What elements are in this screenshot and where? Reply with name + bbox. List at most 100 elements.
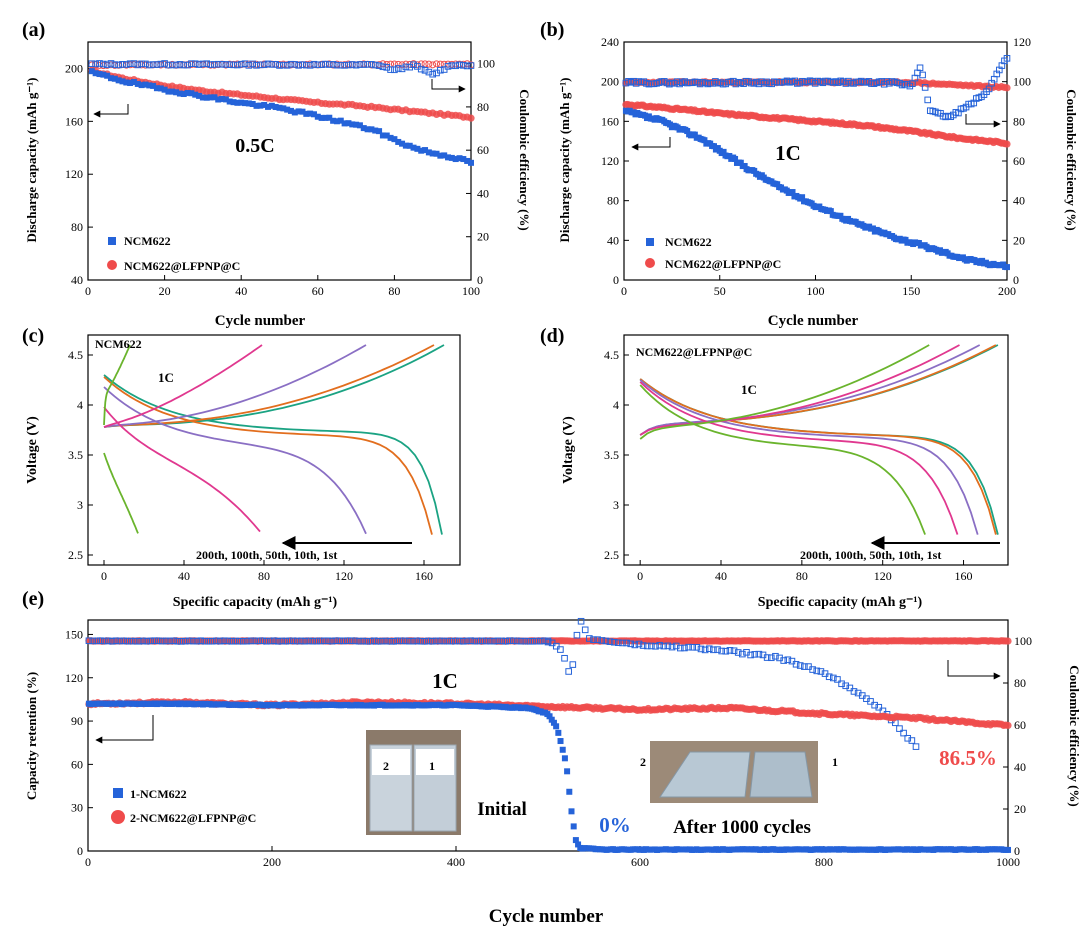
series-a-ncm-point (107, 75, 114, 82)
series-e-ncm-ce-early-point (324, 637, 332, 645)
series-e-ncm-ce-early-point (421, 637, 428, 645)
series-e-ncm-ce-early-point (382, 637, 390, 645)
series-a-ncm-ce-point (287, 60, 295, 68)
series-a-ncm-point (265, 103, 272, 110)
y2-tick-label-b: 0 (1013, 273, 1019, 287)
plot-frame-d (623, 334, 1009, 566)
series-e-ncm-ce-early-point (409, 637, 417, 645)
series-a-ncm-ce-point (463, 62, 471, 70)
series-e-ncm-ce-early-point (529, 637, 536, 645)
series-a-ncm-ce-point (329, 61, 337, 68)
series-e-ncm-ce-late-point (668, 643, 676, 651)
series-a-ncm-ce-point (460, 62, 467, 69)
y2-tick-label-e: 20 (1014, 802, 1026, 816)
series-e-ncm-ce-late-point (755, 650, 763, 658)
series-a-ncm-ce-point (268, 61, 276, 68)
series-a-ncm-point (307, 110, 314, 117)
series-e-ncm-ce-early-point (428, 637, 436, 645)
series-a-ncm-point (234, 99, 241, 106)
series-b-lfp-ce-point (1003, 84, 1011, 92)
y2-tick-label-a: 0 (477, 273, 483, 287)
series-e-ncm-ce-early-point (440, 637, 448, 645)
series-a-ncm-point (287, 107, 294, 114)
series-a-ncm-ce-point (337, 61, 345, 69)
series-a-ncm-point (207, 94, 214, 101)
series-a-ncm-point (456, 155, 463, 162)
series-a-ncm-point (180, 91, 187, 98)
series-a-ncm-ce-point (444, 63, 452, 70)
series-a-ncm-point (418, 147, 425, 154)
y-tick-label-e: 90 (71, 714, 83, 728)
series-a-ncm-point (345, 120, 352, 127)
series-e-ncm-point (550, 719, 557, 726)
series-a-ncm-point (383, 132, 390, 139)
series-b-ncm-point (799, 194, 806, 201)
ylabel-d: Voltage (V) (561, 416, 576, 484)
series-e-ncm-ce-early-point (355, 637, 363, 645)
series-e-ncm-ce-late-point (912, 743, 920, 750)
x-tick-label-d: 80 (796, 569, 808, 583)
x-tick-label-e: 800 (815, 855, 833, 869)
series-a-ncm-point (92, 70, 99, 77)
series-a-ncm-ce-point (203, 60, 211, 67)
series-e-ncm-ce-late-point (544, 638, 552, 646)
series-a-ncm (88, 68, 474, 166)
series-e-ncm-ce-early-point (216, 637, 224, 645)
series-a-ncm-ce-point (195, 61, 203, 68)
panel-label-b: (b) (540, 19, 564, 41)
series-e-ncm-ce-early-point (305, 637, 313, 645)
series-a-ncm-point (364, 126, 371, 133)
series-a-ncm-ce-point (157, 60, 165, 68)
series-a-ncm-ce-point (191, 60, 199, 68)
series-a-ncm-ce-point (291, 61, 299, 68)
series-e-ncm-ce-early-point (467, 637, 475, 644)
series-e-ncm-ce-early-point (266, 637, 274, 645)
series-e-ncm-ce-late-point (830, 674, 837, 682)
series-e-ncm-ce-early-point (494, 637, 502, 645)
series-e-ncm-ce-early-point (220, 637, 228, 645)
series-a-ncm-point (372, 127, 379, 134)
series-e-ncm-ce-early-point (97, 637, 104, 644)
series-a-ncm-ce-point (437, 66, 444, 74)
y-tick-label-d: 2.5 (604, 548, 619, 562)
series-e-ncm-ce-late-point (908, 737, 916, 744)
series-a-ncm-ce-point (126, 60, 134, 67)
series-e-ncm-ce-late-point (718, 647, 725, 655)
series-e-ncm-ce-early-point (459, 637, 467, 645)
series-e-ncm-ce-early-point (189, 637, 197, 645)
legend-label-e-ncm: 1-NCM622 (130, 787, 187, 801)
y-tick-label-e: 60 (71, 757, 83, 771)
x-tick-label-d: 0 (637, 569, 643, 583)
series-e-ncm-ce-late-point (838, 680, 845, 688)
x-tick-label-d: 40 (715, 569, 727, 583)
series-a-ncm-ce-point (230, 61, 237, 69)
series-a-ncm-ce-point (421, 67, 429, 74)
series-e-ncm-ce-early-point (263, 637, 270, 645)
series-a-ncm-ce-point (214, 60, 222, 68)
x-tick-label-a: 60 (312, 284, 324, 298)
series-e-ncm-ce-late-point (590, 636, 597, 643)
x-tick-label-b: 100 (807, 284, 825, 298)
series-a-ncm-point (242, 100, 249, 107)
x-tick-label-c: 40 (178, 569, 190, 583)
series-e-ncm-ce-early-point (201, 637, 208, 645)
series-a-ncm-ce-point (211, 61, 218, 68)
series-e-ncm-ce-late-point (751, 651, 759, 658)
series-a-ncm-ce-point (218, 61, 226, 68)
series-e-ncm-ce-late-point (763, 654, 771, 661)
series-a-ncm-point (88, 68, 95, 75)
series-a-ncm-point (127, 80, 134, 87)
x-tick-label-c: 120 (335, 569, 353, 583)
inset-swollen-cell (659, 751, 751, 798)
series-a-ncm-point (268, 102, 275, 109)
series-b-lfp-point (1003, 140, 1011, 148)
series-e-ncm-point (548, 716, 555, 723)
y-tick-label-a: 200 (65, 61, 83, 75)
y-tick-label-e: 30 (71, 801, 83, 815)
series-e-ncm-ce-early-point (255, 637, 262, 645)
annotation-a: 0.5C (235, 135, 274, 157)
series-e-ncm-ce-early-point (463, 637, 471, 645)
series-e-ncm-ce-late-point (631, 641, 639, 649)
x-tick-label-b: 50 (714, 284, 726, 298)
series-e-ncm-ce-early-point (193, 637, 201, 645)
